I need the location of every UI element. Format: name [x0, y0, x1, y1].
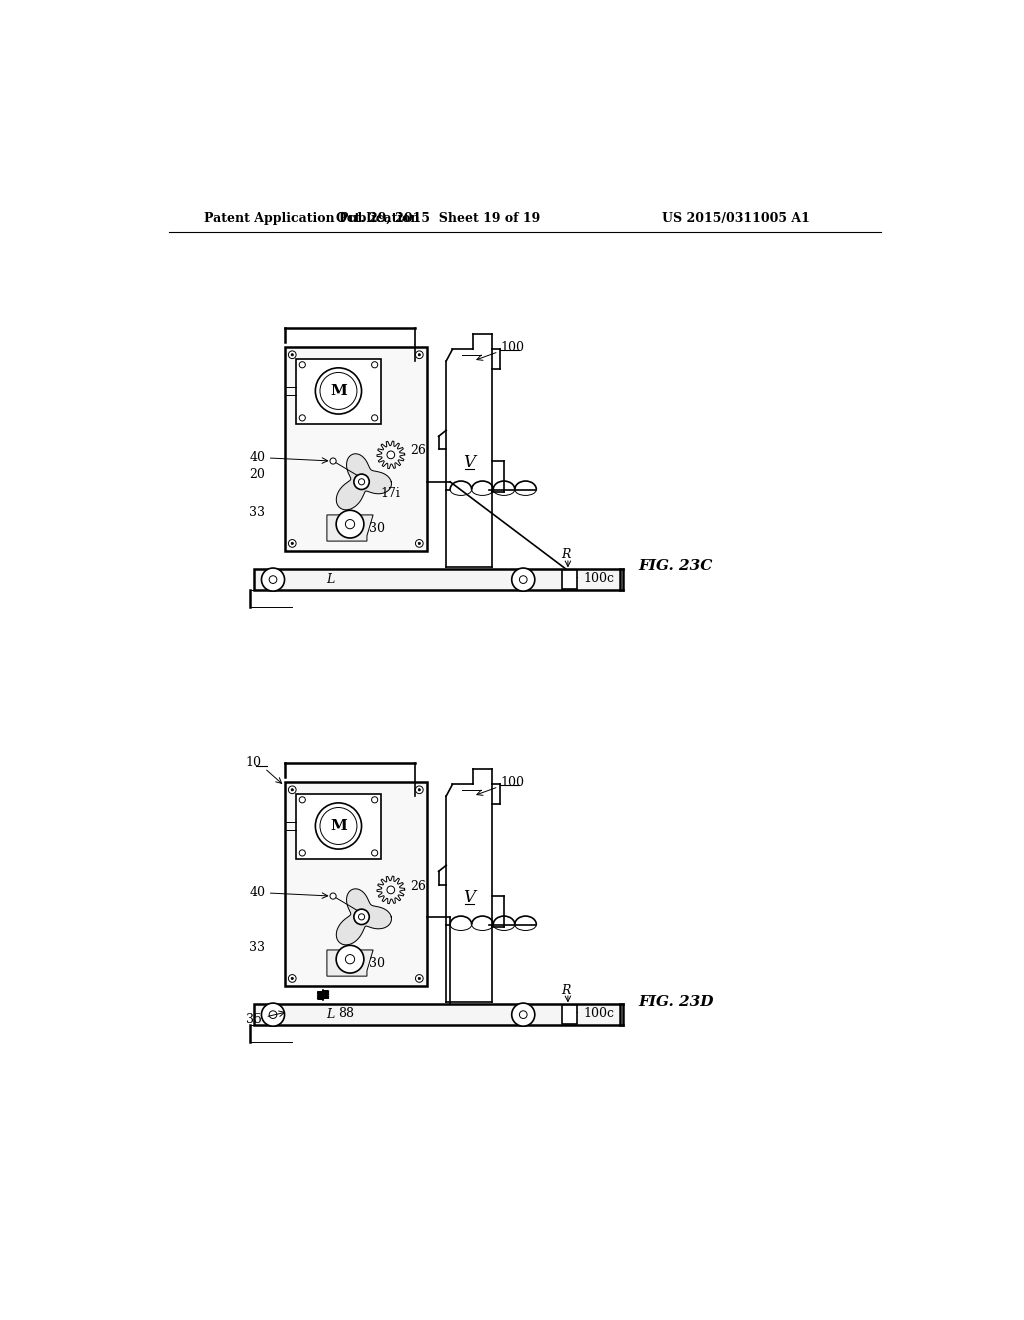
Text: FIG. 23D: FIG. 23D — [639, 994, 715, 1008]
Circle shape — [299, 362, 305, 368]
Text: L: L — [327, 573, 335, 586]
Circle shape — [387, 886, 394, 894]
Text: 88: 88 — [339, 1007, 354, 1019]
Circle shape — [261, 1003, 285, 1026]
Text: 33: 33 — [249, 506, 265, 519]
Bar — [285, 781, 427, 986]
Text: Patent Application Publication: Patent Application Publication — [204, 213, 419, 224]
Circle shape — [315, 803, 361, 849]
Text: 26: 26 — [410, 879, 426, 892]
Circle shape — [345, 520, 354, 529]
Circle shape — [345, 954, 354, 964]
Circle shape — [372, 362, 378, 368]
Text: 30: 30 — [370, 957, 385, 970]
Circle shape — [299, 797, 305, 803]
Text: 40: 40 — [249, 886, 265, 899]
Circle shape — [299, 850, 305, 857]
Circle shape — [289, 785, 296, 793]
Circle shape — [336, 511, 364, 539]
Bar — [254, 1003, 620, 1026]
Circle shape — [299, 414, 305, 421]
Circle shape — [354, 909, 370, 924]
Text: 100: 100 — [500, 341, 524, 354]
Polygon shape — [336, 454, 391, 510]
Text: 26: 26 — [410, 445, 426, 458]
Circle shape — [512, 568, 535, 591]
Text: 100c: 100c — [584, 572, 614, 585]
Circle shape — [372, 850, 378, 857]
Text: 35: 35 — [246, 1012, 261, 1026]
Bar — [562, 570, 578, 589]
Circle shape — [387, 451, 394, 459]
Circle shape — [416, 785, 423, 793]
Polygon shape — [336, 888, 391, 945]
Circle shape — [319, 808, 357, 845]
Circle shape — [291, 543, 294, 545]
Text: Oct. 29, 2015  Sheet 19 of 19: Oct. 29, 2015 Sheet 19 of 19 — [337, 213, 541, 224]
Circle shape — [418, 354, 421, 356]
Text: M: M — [330, 818, 347, 833]
Text: 20: 20 — [250, 467, 265, 480]
Circle shape — [261, 568, 285, 591]
Bar — [285, 347, 427, 552]
Text: 33: 33 — [249, 941, 265, 954]
Circle shape — [416, 974, 423, 982]
Circle shape — [512, 1003, 535, 1026]
Circle shape — [354, 474, 370, 490]
Circle shape — [416, 351, 423, 359]
Circle shape — [416, 540, 423, 548]
Circle shape — [291, 354, 294, 356]
Text: R: R — [561, 983, 570, 997]
Text: 10: 10 — [246, 756, 261, 770]
Circle shape — [289, 540, 296, 548]
Bar — [296, 359, 381, 424]
Circle shape — [319, 372, 357, 409]
Circle shape — [269, 576, 276, 583]
Bar — [254, 569, 620, 590]
Text: 100c: 100c — [584, 1007, 614, 1019]
Text: R: R — [561, 548, 570, 561]
Circle shape — [289, 351, 296, 359]
Circle shape — [418, 543, 421, 545]
Circle shape — [418, 788, 421, 791]
Circle shape — [289, 974, 296, 982]
Circle shape — [269, 1011, 276, 1019]
Bar — [296, 793, 381, 859]
Text: 17i: 17i — [381, 487, 400, 500]
Circle shape — [291, 977, 294, 979]
Circle shape — [372, 414, 378, 421]
Circle shape — [519, 576, 527, 583]
Bar — [562, 1006, 578, 1024]
Circle shape — [372, 797, 378, 803]
Circle shape — [358, 479, 365, 484]
Text: V: V — [463, 454, 475, 471]
Text: US 2015/0311005 A1: US 2015/0311005 A1 — [662, 213, 810, 224]
Circle shape — [519, 1011, 527, 1019]
Circle shape — [330, 458, 336, 465]
Circle shape — [418, 977, 421, 979]
Text: V: V — [463, 890, 475, 906]
Circle shape — [336, 945, 364, 973]
Text: L: L — [327, 1008, 335, 1022]
Circle shape — [315, 368, 361, 414]
Circle shape — [330, 894, 336, 899]
Polygon shape — [327, 950, 373, 977]
Text: 40: 40 — [249, 450, 265, 463]
Text: M: M — [330, 384, 347, 397]
Text: 30: 30 — [370, 521, 385, 535]
Polygon shape — [327, 515, 373, 541]
Circle shape — [358, 913, 365, 920]
Circle shape — [291, 788, 294, 791]
Text: 100: 100 — [500, 776, 524, 788]
Text: FIG. 23C: FIG. 23C — [639, 560, 713, 573]
